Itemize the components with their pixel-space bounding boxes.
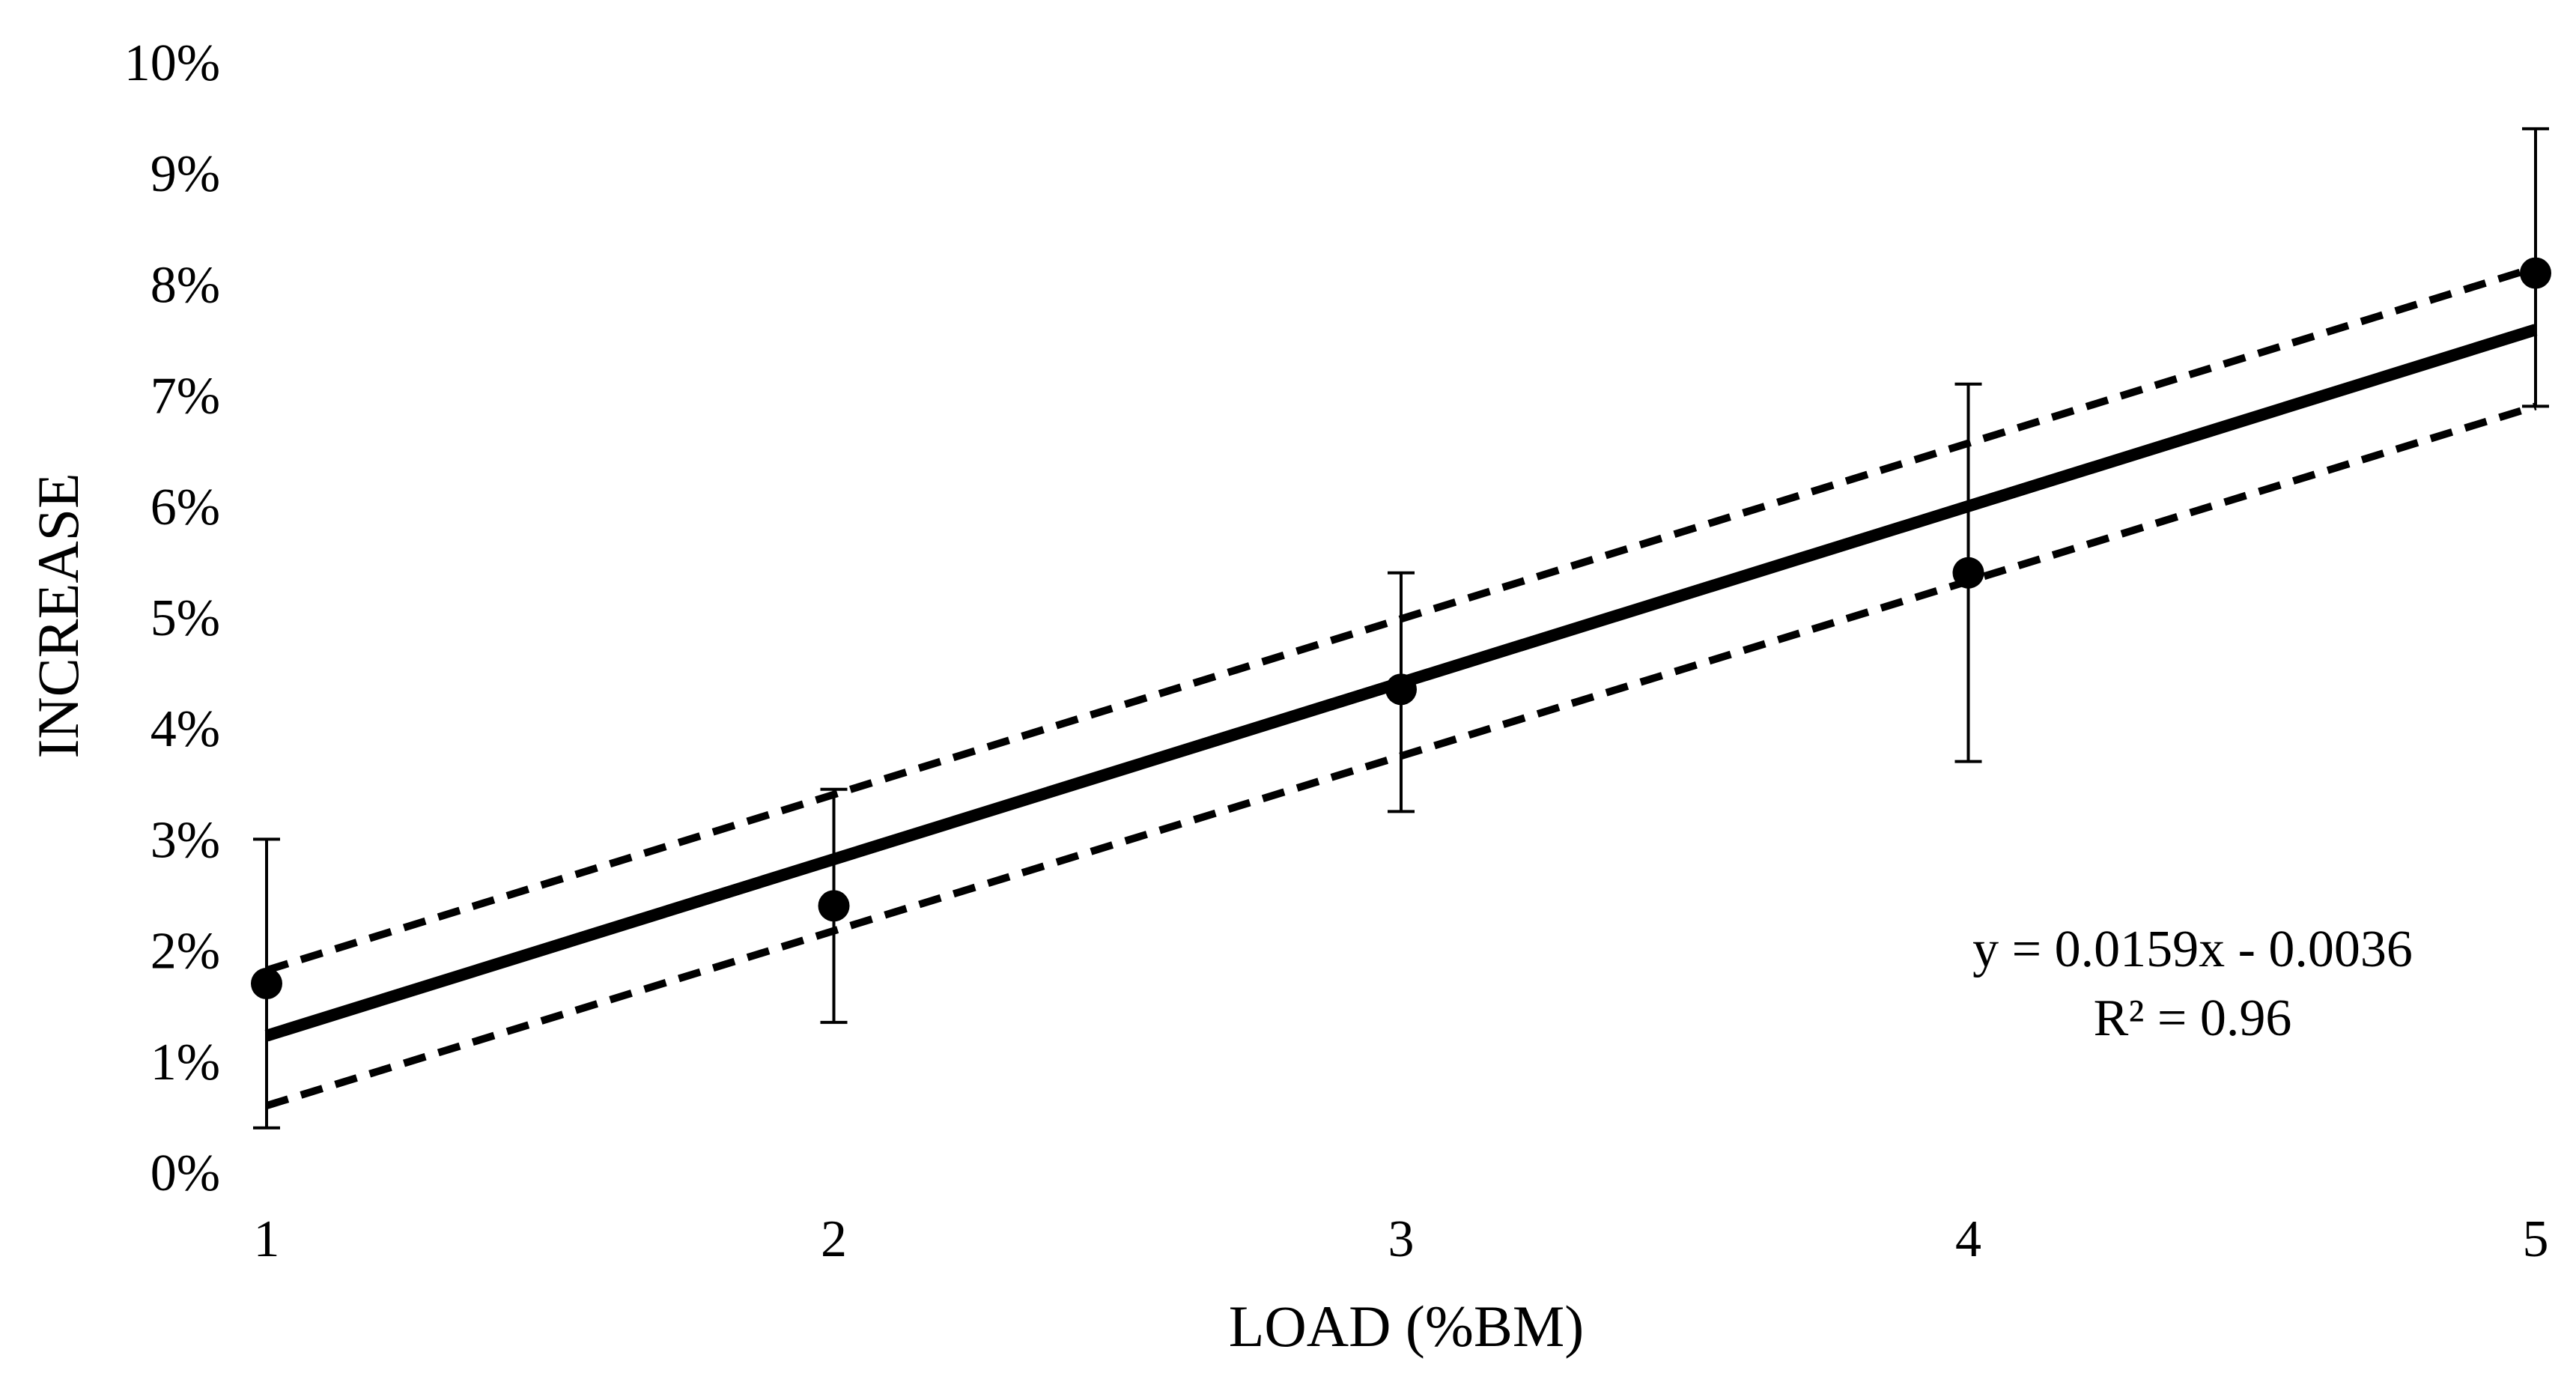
r-squared-label: R² = 0.96 <box>2094 989 2292 1047</box>
y-tick-label: 4% <box>151 700 220 758</box>
confidence-band-upper <box>265 264 2537 975</box>
x-tick-label: 2 <box>821 1210 847 1268</box>
y-tick-label: 2% <box>151 923 220 981</box>
y-tick-label: 1% <box>151 1034 220 1091</box>
x-tick-label: 3 <box>1388 1210 1415 1268</box>
y-tick-labels: 0% 1% 2% 3% 4% 5% 6% 7% 8% 9% 10% <box>124 34 220 1202</box>
confidence-band <box>265 264 2537 1109</box>
data-point <box>818 890 850 922</box>
data-point <box>1952 557 1984 589</box>
x-tick-label: 5 <box>2523 1210 2549 1268</box>
y-tick-label: 8% <box>151 256 220 314</box>
x-tick-label: 4 <box>1955 1210 1981 1268</box>
x-tick-label: 1 <box>254 1210 280 1268</box>
confidence-band-lower <box>265 402 2537 1109</box>
y-tick-label: 3% <box>151 811 220 869</box>
y-tick-label: 5% <box>151 590 220 647</box>
y-tick-label: 9% <box>151 145 220 203</box>
y-tick-label: 10% <box>124 34 220 92</box>
x-tick-labels: 1 2 3 4 5 <box>254 1210 2549 1268</box>
y-axis-label: INCREASE <box>25 473 91 758</box>
data-point <box>1385 673 1417 706</box>
data-point <box>2520 257 2551 289</box>
y-tick-label: 7% <box>151 368 220 425</box>
trendline-equation: y = 0.0159x - 0.0036 <box>1972 921 2413 978</box>
data-points <box>251 257 2551 1000</box>
y-tick-label: 6% <box>151 479 220 536</box>
x-axis-label: LOAD (%BM) <box>1229 1294 1584 1359</box>
data-point <box>251 968 282 1000</box>
y-tick-label: 0% <box>151 1145 220 1202</box>
